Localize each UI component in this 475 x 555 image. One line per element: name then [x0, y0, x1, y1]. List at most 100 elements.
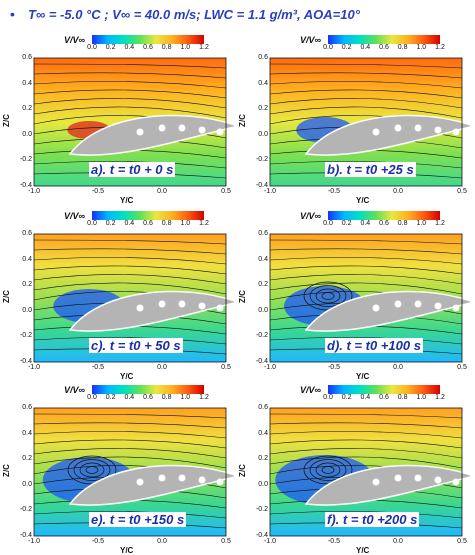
airfoil-hole: [198, 126, 206, 134]
streamline: [33, 106, 227, 119]
figure-header: • T∞ = -5.0 °C ; V∞ = 40.0 m/s; LWC = 1.…: [0, 0, 475, 30]
streamline: [33, 72, 227, 79]
velocity-field-plot: [269, 233, 470, 363]
streamline: [33, 81, 227, 89]
airfoil-hole: [414, 124, 422, 132]
y-tick-label: -0.2: [255, 506, 268, 514]
y-tick-label: 0.0: [22, 130, 32, 138]
colorbar-ticks: 0.0 0.2 0.4 0.6 0.8 1.0 1.2: [87, 394, 209, 404]
y-tick-label: 0.0: [258, 306, 268, 314]
y-tick-label: -0.4: [19, 532, 32, 539]
legend-title: V/V∞: [300, 385, 321, 395]
streamline: [33, 161, 227, 169]
airfoil-hole: [136, 478, 144, 486]
y-tick-label: 0.6: [258, 230, 268, 237]
colorbar: [92, 35, 204, 44]
legend-title: V/V∞: [300, 35, 321, 45]
y-tick-label: 0.6: [22, 230, 32, 237]
y-axis-label: Z/C: [1, 290, 11, 303]
y-tick-label: 0.0: [22, 480, 32, 488]
airfoil-hole: [414, 474, 422, 482]
y-tick-label: -0.4: [19, 358, 32, 365]
colorbar-tick-label: 1.2: [199, 44, 209, 51]
legend-title: V/V∞: [64, 35, 85, 45]
airfoil-hole: [178, 300, 186, 308]
panel-label: c). t = t0 + 50 s: [89, 338, 183, 353]
y-tick-label: 0.2: [258, 281, 268, 289]
streamline: [33, 413, 227, 419]
airfoil-hole: [394, 124, 402, 132]
airfoil-hole: [452, 478, 460, 486]
airfoil-hole: [372, 128, 380, 136]
airfoil-model: [304, 290, 470, 332]
y-tick-label: 0.4: [22, 255, 32, 263]
airfoil-hole: [372, 304, 380, 312]
panel-label: f). t = t0 +200 s: [325, 512, 420, 527]
plot-frame: [33, 407, 227, 537]
y-tick-label: 0.6: [258, 404, 268, 411]
colorbar-tick-label: 0.6: [143, 394, 153, 401]
colorbar: [92, 385, 204, 394]
plot-frame: [269, 233, 463, 363]
colorbar-tick-label: 0.2: [105, 394, 116, 401]
airfoil-model: [68, 290, 234, 332]
plot-frame: [269, 57, 463, 187]
colorbar-tick-label: 0.6: [143, 44, 153, 51]
colorbar-ticks: 0.0 0.2 0.4 0.6 0.8 1.0 1.2: [323, 220, 445, 230]
colorbar-tick-label: 0.4: [124, 394, 135, 401]
y-tick-label: -0.2: [19, 506, 32, 514]
y-tick-label: 0.2: [258, 455, 268, 463]
flow-panel-d: V/V∞ 0.0 0.2 0.4 0.6 0.8 1.0 1.2 0.6 0.4 0.2 0.0 -0.…: [238, 208, 470, 381]
streamline: [33, 239, 227, 245]
flow-panel-c: V/V∞ 0.0 0.2 0.4 0.6 0.8 1.0 1.2 0.6 0.4 0.2 0.0 -0.…: [1, 208, 234, 381]
streamline: [269, 456, 463, 469]
x-axis-label: Y/C: [356, 196, 370, 205]
airfoil-hole: [158, 474, 166, 482]
airfoil-hole: [414, 300, 422, 308]
x-tick-label: 0.0: [157, 538, 167, 545]
velocity-field-plot: [269, 407, 470, 537]
x-tick-label: 0.0: [393, 188, 403, 195]
streamline: [269, 248, 463, 255]
y-tick-label: -0.2: [255, 332, 268, 340]
colorbar-tick-label: 0.2: [105, 44, 116, 51]
streamline: [269, 274, 463, 285]
colorbar-tick-label: 0.0: [323, 394, 333, 401]
x-tick-label: -0.5: [327, 188, 341, 195]
colorbar-ticks: 0.0 0.2 0.4 0.6 0.8 1.0 1.2: [323, 394, 445, 404]
colorbar-ticks: 0.0 0.2 0.4 0.6 0.8 1.0 1.2: [87, 220, 209, 230]
streamline: [33, 98, 227, 109]
y-tick-label: 0.6: [258, 54, 268, 61]
streamline: [33, 265, 227, 275]
y-tick-label: 0.4: [22, 79, 32, 87]
streamline: [33, 511, 227, 519]
vortex-streamline: [321, 292, 335, 300]
colorbar-tick-label: 1.2: [435, 394, 445, 401]
colorbar-tick-label: 0.4: [360, 44, 371, 51]
y-tick-label: 0.6: [22, 404, 32, 411]
x-axis-label: Y/C: [356, 372, 370, 381]
streamline: [269, 63, 463, 69]
airfoil-hole: [198, 302, 206, 310]
colorbar-ticks: 0.0 0.2 0.4 0.6 0.8 1.0 1.2: [323, 44, 445, 54]
airfoil-hole: [158, 300, 166, 308]
x-tick-label: -1.0: [27, 538, 41, 545]
colorbar-tick-label: 1.0: [416, 44, 427, 51]
y-tick-label: 0.2: [22, 455, 32, 463]
legend-title: V/V∞: [64, 385, 85, 395]
x-tick-label: 0.0: [157, 188, 167, 195]
airfoil-hole: [136, 304, 144, 312]
x-tick-label: 0.0: [393, 364, 403, 371]
airfoil-hole: [216, 128, 224, 136]
colorbar-tick-label: 0.2: [105, 220, 116, 227]
streamline: [33, 282, 227, 295]
colorbar-tick-label: 0.8: [397, 394, 408, 401]
airfoil-hole: [198, 476, 206, 484]
x-tick-label: -1.0: [27, 188, 41, 195]
streamline: [269, 337, 463, 345]
colorbar-tick-label: 0.8: [161, 44, 172, 51]
colorbar-ticks: 0.0 0.2 0.4 0.6 0.8 1.0 1.2: [87, 44, 209, 54]
colorbar-tick-label: 0.8: [397, 44, 408, 51]
airfoil-hole: [158, 124, 166, 132]
x-tick-label: 0.5: [221, 364, 231, 371]
